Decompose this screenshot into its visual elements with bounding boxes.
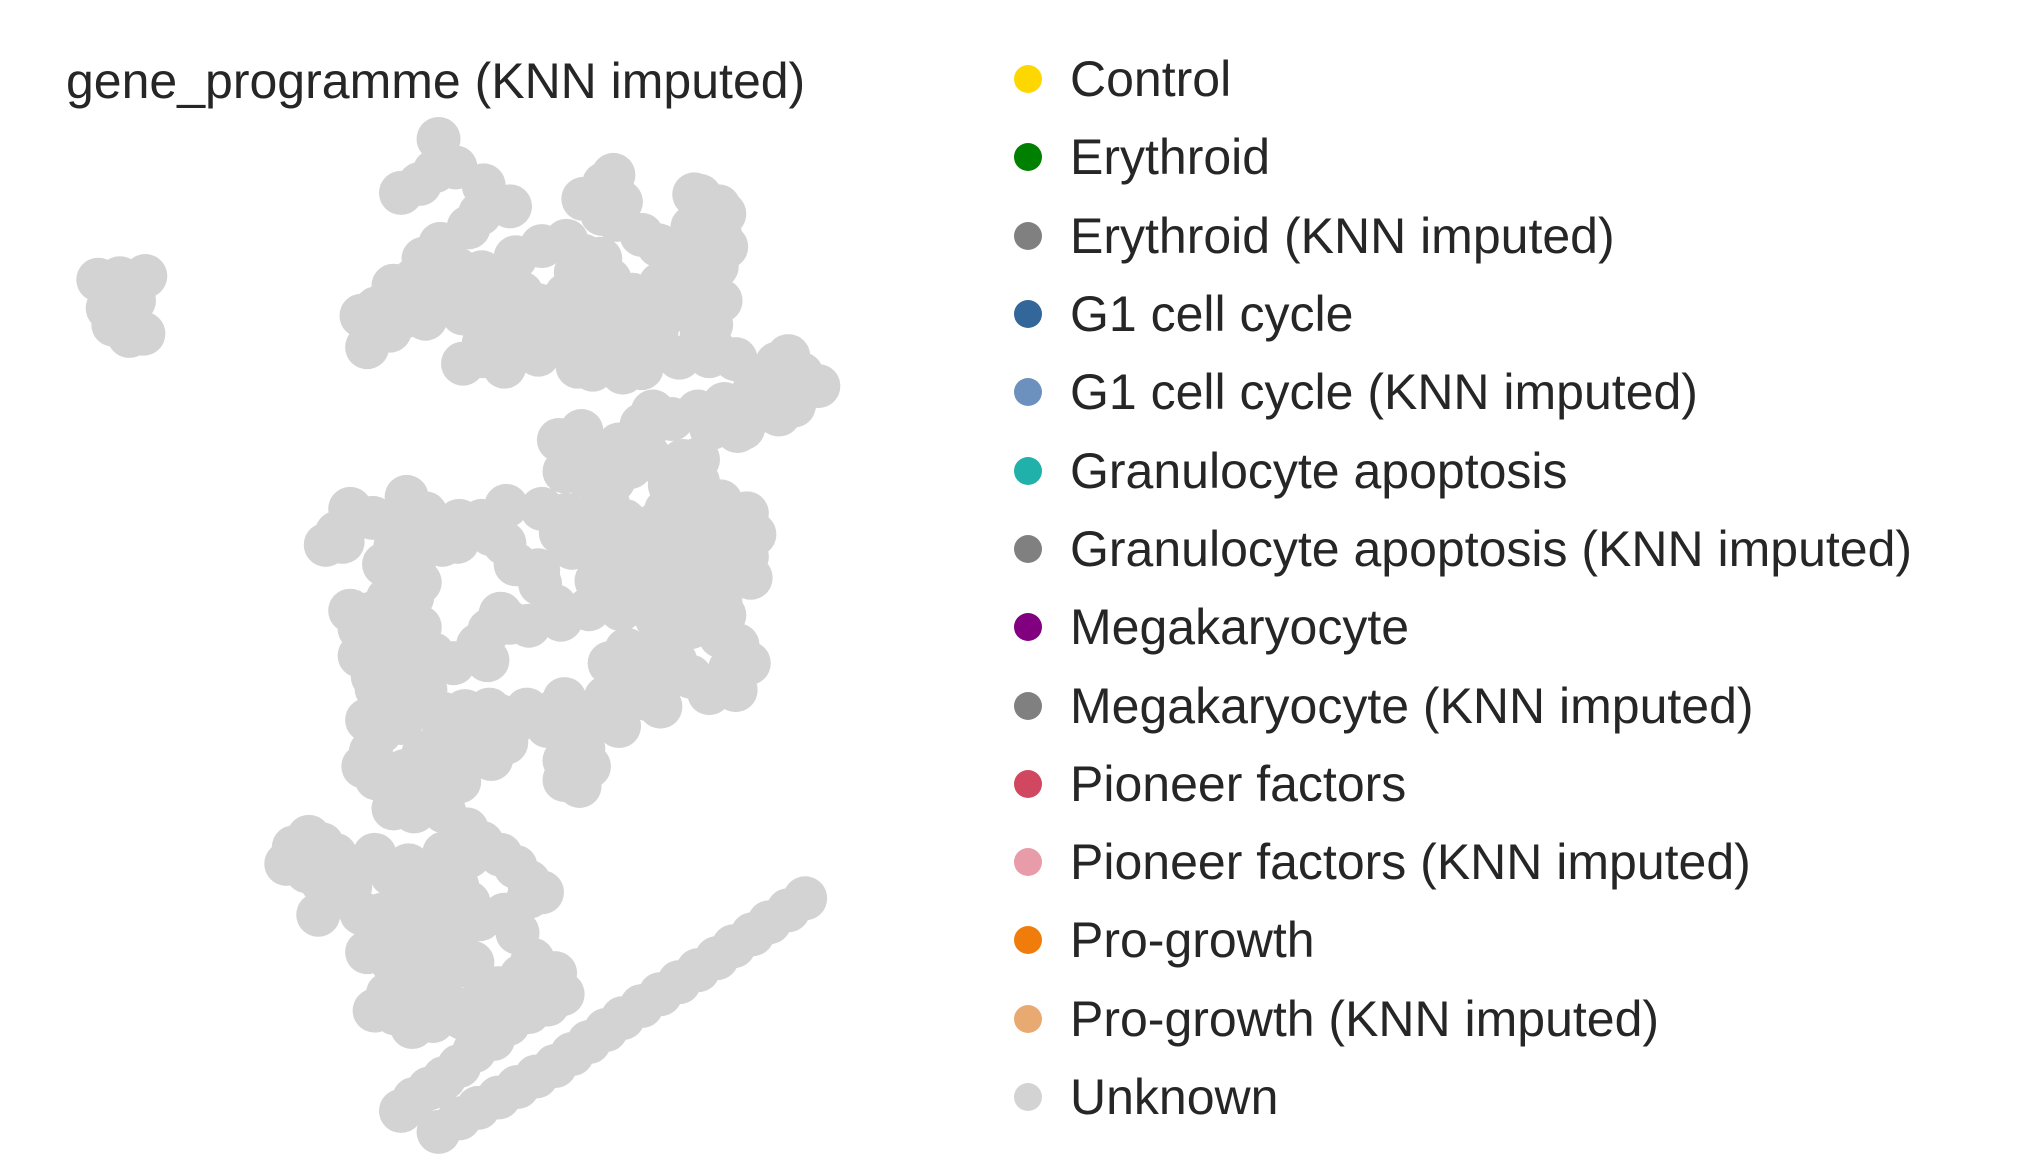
legend-marker [1014,613,1042,642]
legend-item: G1 cell cycle [1014,275,1912,353]
legend-marker [1014,65,1042,94]
legend-label: Granulocyte apoptosis (KNN imputed) [1070,520,1913,577]
legend-marker [1014,143,1042,172]
scatter-point [121,311,166,356]
legend-label: Control [1070,51,1232,108]
scatter-point [557,763,602,808]
legend-marker [1014,300,1042,329]
legend-item: Erythroid [1014,118,1912,196]
legend-label: Pro-growth (KNN imputed) [1070,990,1660,1047]
scatter-point [677,173,722,218]
scatter-point [638,684,683,729]
scatter-point [441,341,485,386]
legend-marker [1014,221,1042,250]
scatter-point [488,184,532,229]
legend-item: Megakaryocyte [1014,588,1912,666]
scatter-point [597,704,642,749]
scatter-point [779,352,824,397]
scatter-point [691,605,736,650]
scatter-point [704,224,749,269]
scatter-point [525,704,570,749]
legend-label: G1 cell cycle [1070,286,1354,343]
legend-label: Erythroid (KNN imputed) [1070,207,1615,264]
legend-item: Erythroid (KNN imputed) [1014,197,1912,275]
legend-marker [1014,691,1042,720]
legend-label: Granulocyte apoptosis [1070,442,1568,499]
scatter-point [619,403,664,448]
scatter-point [337,633,382,678]
scatter-point [783,876,828,921]
scatter-point [506,291,551,336]
legend-marker [1014,1083,1042,1111]
legend-item: Pro-growth (KNN imputed) [1014,980,1912,1058]
legend-item: Pro-growth [1014,901,1912,979]
scatter-point [582,316,626,361]
chart-title: gene_programme (KNN imputed) [66,53,806,109]
legend: Control Erythroid Erythroid (KNN imputed) G… [1014,40,1912,1136]
legend-label: G1 cell cycle (KNN imputed) [1070,364,1698,421]
legend-item: Unknown [1014,1058,1912,1136]
legend-item: Control [1014,40,1912,118]
legend-label: Pioneer factors (KNN imputed) [1070,834,1751,891]
scatter-point [416,280,461,325]
legend-marker [1014,378,1042,407]
legend-marker [1014,848,1042,877]
legend-marker [1014,456,1042,485]
legend-marker [1014,926,1042,955]
legend-item: Pioneer factors (KNN imputed) [1014,823,1912,901]
scatter-point [467,687,512,732]
scatter-point [465,638,510,683]
scatter-point [378,659,423,704]
scatter-point [296,892,341,937]
scatter-point [378,170,423,215]
scatter-point [657,335,702,380]
scatter-point [630,545,675,590]
legend-label: Megakaryocyte (KNN imputed) [1070,677,1754,734]
legend-label: Megakaryocyte [1070,599,1410,656]
legend-marker [1014,534,1042,563]
legend-item: Granulocyte apoptosis [1014,431,1912,509]
scatter-point [561,176,606,221]
legend-label: Pro-growth [1070,912,1315,969]
scatter-plot [76,116,841,1154]
scatter-point [484,483,529,528]
legend-item: Megakaryocyte (KNN imputed) [1014,666,1912,744]
legend-label: Pioneer factors [1070,755,1407,812]
scatter-point [380,295,425,340]
legend-item: Granulocyte apoptosis (KNN imputed) [1014,510,1912,588]
scatter-point [102,266,147,311]
scatter-point [587,641,632,686]
legend-marker [1014,769,1042,798]
scatter-point [378,1088,423,1133]
legend-marker [1014,1004,1042,1033]
scatter-point [320,519,365,564]
legend-label: Erythroid [1070,129,1271,186]
legend-item: G1 cell cycle (KNN imputed) [1014,353,1912,431]
legend-label: Unknown [1070,1069,1279,1125]
legend-item: Pioneer factors [1014,745,1912,823]
scatter-point [721,406,766,451]
scatter-point [591,152,636,197]
scatter-point [642,611,687,656]
scatter-point [698,278,743,323]
